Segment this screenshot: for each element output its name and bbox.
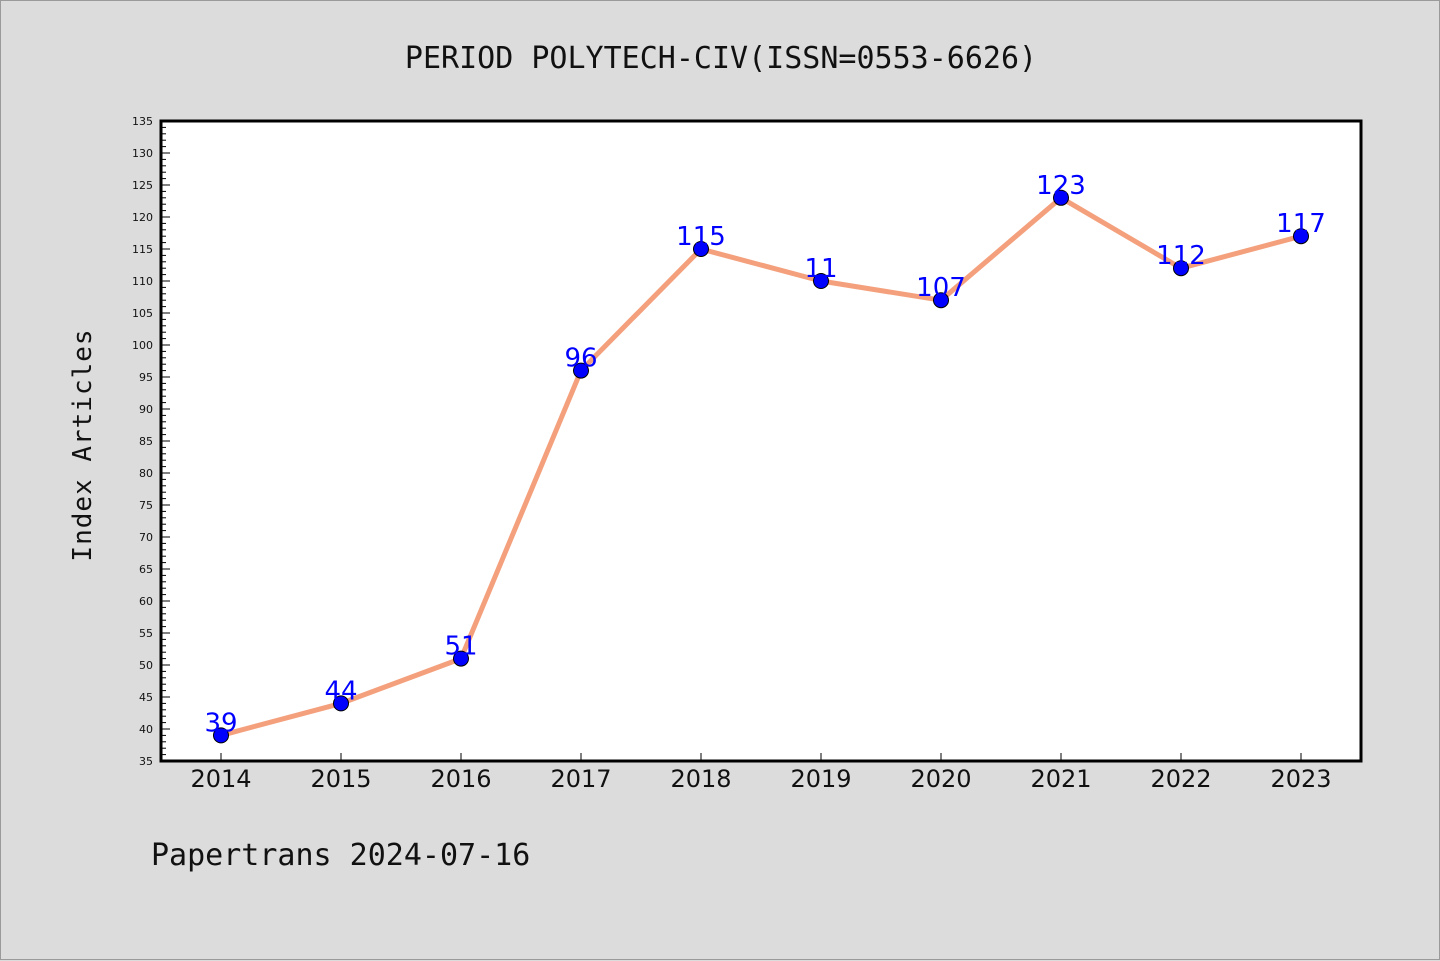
data-point <box>813 273 829 289</box>
data-label: 107 <box>916 273 966 303</box>
y-tick-label: 90 <box>139 403 153 416</box>
data-label: 44 <box>324 676 357 706</box>
x-tick-label: 2017 <box>550 765 611 793</box>
series-line <box>218 195 1304 738</box>
x-tick-label: 2014 <box>190 765 251 793</box>
y-tick-label: 95 <box>139 371 153 384</box>
y-tick-label: 100 <box>132 339 153 352</box>
data-point <box>1053 189 1069 206</box>
y-tick-label: 40 <box>139 723 153 736</box>
y-tick-label: 115 <box>132 243 153 256</box>
y-axis-label: Index Articles <box>68 328 98 561</box>
y-tick-label: 130 <box>132 147 153 160</box>
data-point <box>1173 260 1189 277</box>
y-tick-label: 135 <box>132 115 153 128</box>
x-tick-label: 2019 <box>790 765 851 793</box>
data-label: 123 <box>1036 171 1086 201</box>
y-tick-label: 70 <box>139 531 153 544</box>
data-point <box>1293 228 1309 245</box>
y-tick-label: 45 <box>139 691 153 704</box>
y-tick-label: 110 <box>132 275 153 288</box>
data-label: 39 <box>204 708 237 738</box>
plot-area <box>159 119 1363 763</box>
x-tick-label: 2016 <box>430 765 491 793</box>
y-tick-label: 65 <box>139 563 153 576</box>
footer-credit: Papertrans 2024-07-16 <box>151 838 530 873</box>
data-label: 51 <box>444 632 477 662</box>
x-tick-label: 2022 <box>1150 765 1211 793</box>
y-tick-label: 75 <box>139 499 153 512</box>
y-tick-label: 60 <box>139 595 153 608</box>
x-tick-label: 2023 <box>1270 765 1331 793</box>
y-tick-label: 80 <box>139 467 153 480</box>
y-tick-label: 85 <box>139 435 153 448</box>
data-label: 112 <box>1156 241 1206 271</box>
data-labels: 39 44 51 96 115 11 107 123 112 117 <box>204 171 1325 739</box>
y-axis-ticks: 35 40 45 50 55 60 65 70 75 80 85 90 95 100 105 110 115 12… <box>132 115 170 768</box>
x-axis-ticks: 2014 2015 2016 2017 2018 2019 2020 2021 2022 2023 <box>190 753 1332 793</box>
series-line-group <box>218 195 1304 738</box>
data-label: 96 <box>564 344 597 374</box>
x-tick-label: 2018 <box>670 765 731 793</box>
chart-title: PERIOD POLYTECH-CIV(ISSN=0553-6626) <box>405 41 1037 76</box>
data-point <box>933 292 949 309</box>
series-markers <box>213 189 1309 744</box>
y-tick-label: 35 <box>139 755 153 768</box>
data-point <box>453 650 469 667</box>
x-tick-label: 2020 <box>910 765 971 793</box>
y-tick-label: 50 <box>139 659 153 672</box>
y-tick-label: 105 <box>132 307 153 320</box>
y-tick-label: 55 <box>139 627 153 640</box>
data-label: 117 <box>1276 209 1326 239</box>
data-point <box>693 241 709 257</box>
x-tick-label: 2015 <box>310 765 371 793</box>
x-tick-label: 2021 <box>1030 765 1091 793</box>
data-label: 11 <box>804 254 837 284</box>
data-point <box>573 362 589 379</box>
data-label: 115 <box>676 222 726 252</box>
y-tick-label: 125 <box>132 179 153 192</box>
data-point <box>213 727 229 744</box>
data-point <box>333 695 349 712</box>
y-tick-label: 120 <box>132 211 153 224</box>
